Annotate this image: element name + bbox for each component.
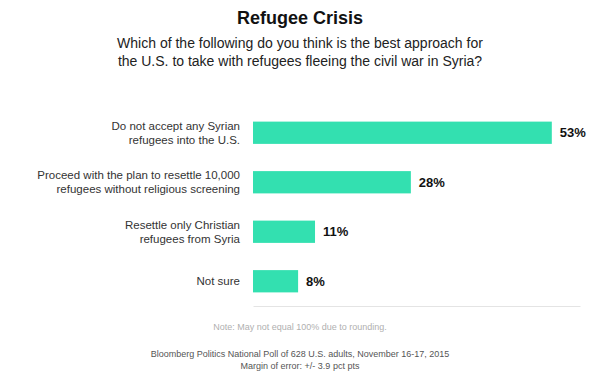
category-labels: Do not accept any Syrian refugees into th… [37, 120, 240, 288]
text-line: refugees into the U.S. [129, 134, 240, 146]
subtitle: Which of the following do you think is t… [117, 35, 483, 69]
category-label: Proceed with the plan to resettle 10,000… [37, 169, 240, 195]
text-line: Not sure [197, 275, 240, 287]
text-line: Proceed with the plan to resettle 10,000 [37, 169, 240, 181]
text-line: refugees without religious screening [57, 183, 240, 195]
title: Refugee Crisis [237, 8, 363, 28]
x-axis [254, 306, 581, 307]
category-label: Not sure [197, 275, 240, 287]
data-label: 53% [560, 125, 586, 140]
data-label: 28% [419, 175, 445, 190]
margin-of-error: Margin of error: +/- 3.9 pct pts [241, 361, 360, 371]
bar [253, 221, 315, 243]
chart: Refugee Crisis Which of the following do … [0, 0, 600, 388]
category-label: Resettle only Christian refugees from Syr… [125, 219, 241, 245]
x-axis-line [254, 306, 581, 307]
data-labels: 53% 28% 11% 8% [306, 125, 586, 289]
bar [253, 270, 298, 292]
bars [253, 122, 552, 293]
data-label: 11% [323, 224, 349, 239]
bar [253, 122, 552, 144]
data-label: 8% [306, 274, 325, 289]
source: Bloomberg Politics National Poll of 628 … [151, 349, 450, 359]
text-line: the U.S. to take with refugees fleeing t… [118, 53, 482, 69]
text-line: Which of the following do you think is t… [117, 35, 483, 51]
text-line: refugees from Syria [140, 233, 241, 245]
text-line: Resettle only Christian [125, 219, 240, 231]
bar [253, 171, 411, 193]
text-line: Do not accept any Syrian [112, 120, 241, 132]
note: Note: May not equal 100% due to rounding… [213, 322, 387, 332]
category-label: Do not accept any Syrian refugees into th… [112, 120, 241, 146]
